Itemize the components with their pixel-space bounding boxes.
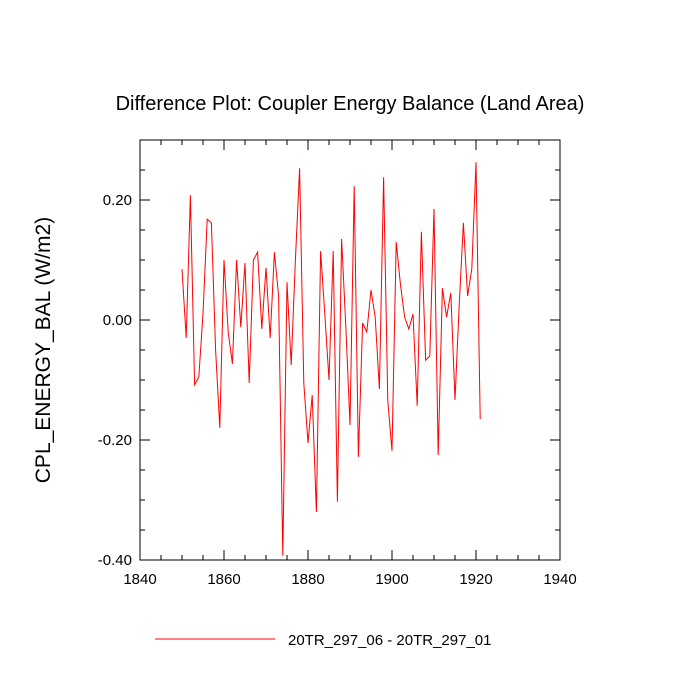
y-axis-label: CPL_ENERGY_BAL (W/m2) <box>32 217 55 483</box>
plot-frame <box>139 139 561 561</box>
chart-title: Difference Plot: Coupler Energy Balance … <box>116 93 585 115</box>
y-tick-label: -0.20 <box>98 432 132 449</box>
x-tick-label: 1840 <box>123 571 156 588</box>
x-tick-label: 1940 <box>543 571 576 588</box>
legend-label: 20TR_297_06 - 20TR_297_01 <box>288 632 491 649</box>
legend: 20TR_297_06 - 20TR_297_01 <box>155 632 491 649</box>
x-tick-label: 1900 <box>375 571 408 588</box>
y-tick-label: -0.40 <box>98 552 132 569</box>
x-tick-label: 1860 <box>207 571 240 588</box>
x-axis-ticks: 1840 1860 1880 1900 1920 1940 <box>123 140 577 588</box>
y-tick-label: 0.00 <box>103 312 132 329</box>
series-layer <box>181 162 481 556</box>
x-tick-label: 1880 <box>291 571 324 588</box>
series-line <box>181 162 481 556</box>
y-tick-label: 0.20 <box>103 192 132 209</box>
y-axis-ticks: -0.40 -0.20 0.00 0.20 <box>98 139 560 569</box>
x-tick-label: 1920 <box>459 571 492 588</box>
